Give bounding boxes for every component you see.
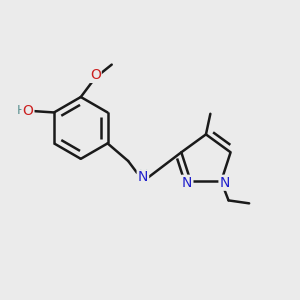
Text: N: N — [220, 176, 230, 190]
Text: N: N — [138, 170, 148, 184]
Text: H: H — [139, 168, 148, 181]
Text: N: N — [182, 176, 192, 190]
Text: H: H — [17, 104, 26, 118]
Text: O: O — [22, 104, 33, 118]
Text: O: O — [90, 68, 101, 82]
